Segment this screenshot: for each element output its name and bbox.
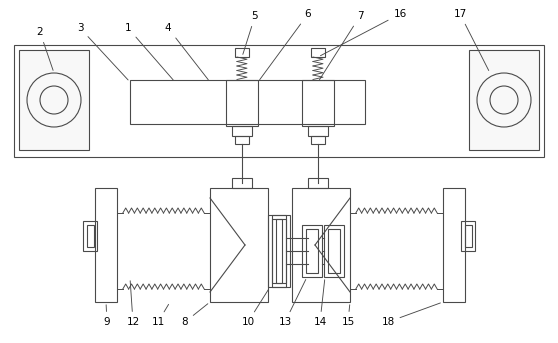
Text: 15: 15 xyxy=(341,305,355,327)
Text: 12: 12 xyxy=(126,281,140,327)
Bar xyxy=(276,219,286,283)
Bar xyxy=(443,188,465,302)
Bar xyxy=(328,229,340,273)
Bar xyxy=(292,188,350,302)
Bar xyxy=(465,225,472,247)
Bar xyxy=(302,225,322,277)
Bar xyxy=(306,229,318,273)
Text: 11: 11 xyxy=(151,304,169,327)
Bar xyxy=(87,225,94,247)
Bar xyxy=(272,219,282,283)
Bar xyxy=(232,126,252,136)
Bar xyxy=(210,188,268,302)
Text: 1: 1 xyxy=(124,23,173,80)
Text: 5: 5 xyxy=(243,11,258,54)
Text: 14: 14 xyxy=(314,280,326,327)
Bar xyxy=(308,178,328,188)
Text: 18: 18 xyxy=(381,303,440,327)
Text: 10: 10 xyxy=(242,289,268,327)
Bar xyxy=(226,80,258,126)
Text: 13: 13 xyxy=(278,280,306,327)
Bar xyxy=(311,136,325,144)
Bar xyxy=(235,136,249,144)
Bar xyxy=(130,80,365,124)
Text: 17: 17 xyxy=(453,9,489,71)
Bar xyxy=(19,50,89,150)
Bar xyxy=(461,221,475,251)
Bar xyxy=(95,188,117,302)
Text: 16: 16 xyxy=(320,9,407,56)
Bar xyxy=(235,48,249,57)
Bar xyxy=(232,178,252,188)
Bar xyxy=(302,80,334,126)
Text: 7: 7 xyxy=(320,11,363,80)
Text: 6: 6 xyxy=(259,9,311,80)
Bar xyxy=(469,50,539,150)
Bar xyxy=(83,221,97,251)
Text: 3: 3 xyxy=(76,23,128,80)
Bar xyxy=(308,126,328,136)
Text: 9: 9 xyxy=(104,305,110,327)
Bar xyxy=(324,225,344,277)
Bar xyxy=(311,48,325,57)
Bar xyxy=(14,45,544,157)
Text: 4: 4 xyxy=(165,23,208,80)
Text: 8: 8 xyxy=(182,304,208,327)
Bar xyxy=(268,215,286,287)
Text: 2: 2 xyxy=(37,27,53,70)
Bar xyxy=(272,215,290,287)
